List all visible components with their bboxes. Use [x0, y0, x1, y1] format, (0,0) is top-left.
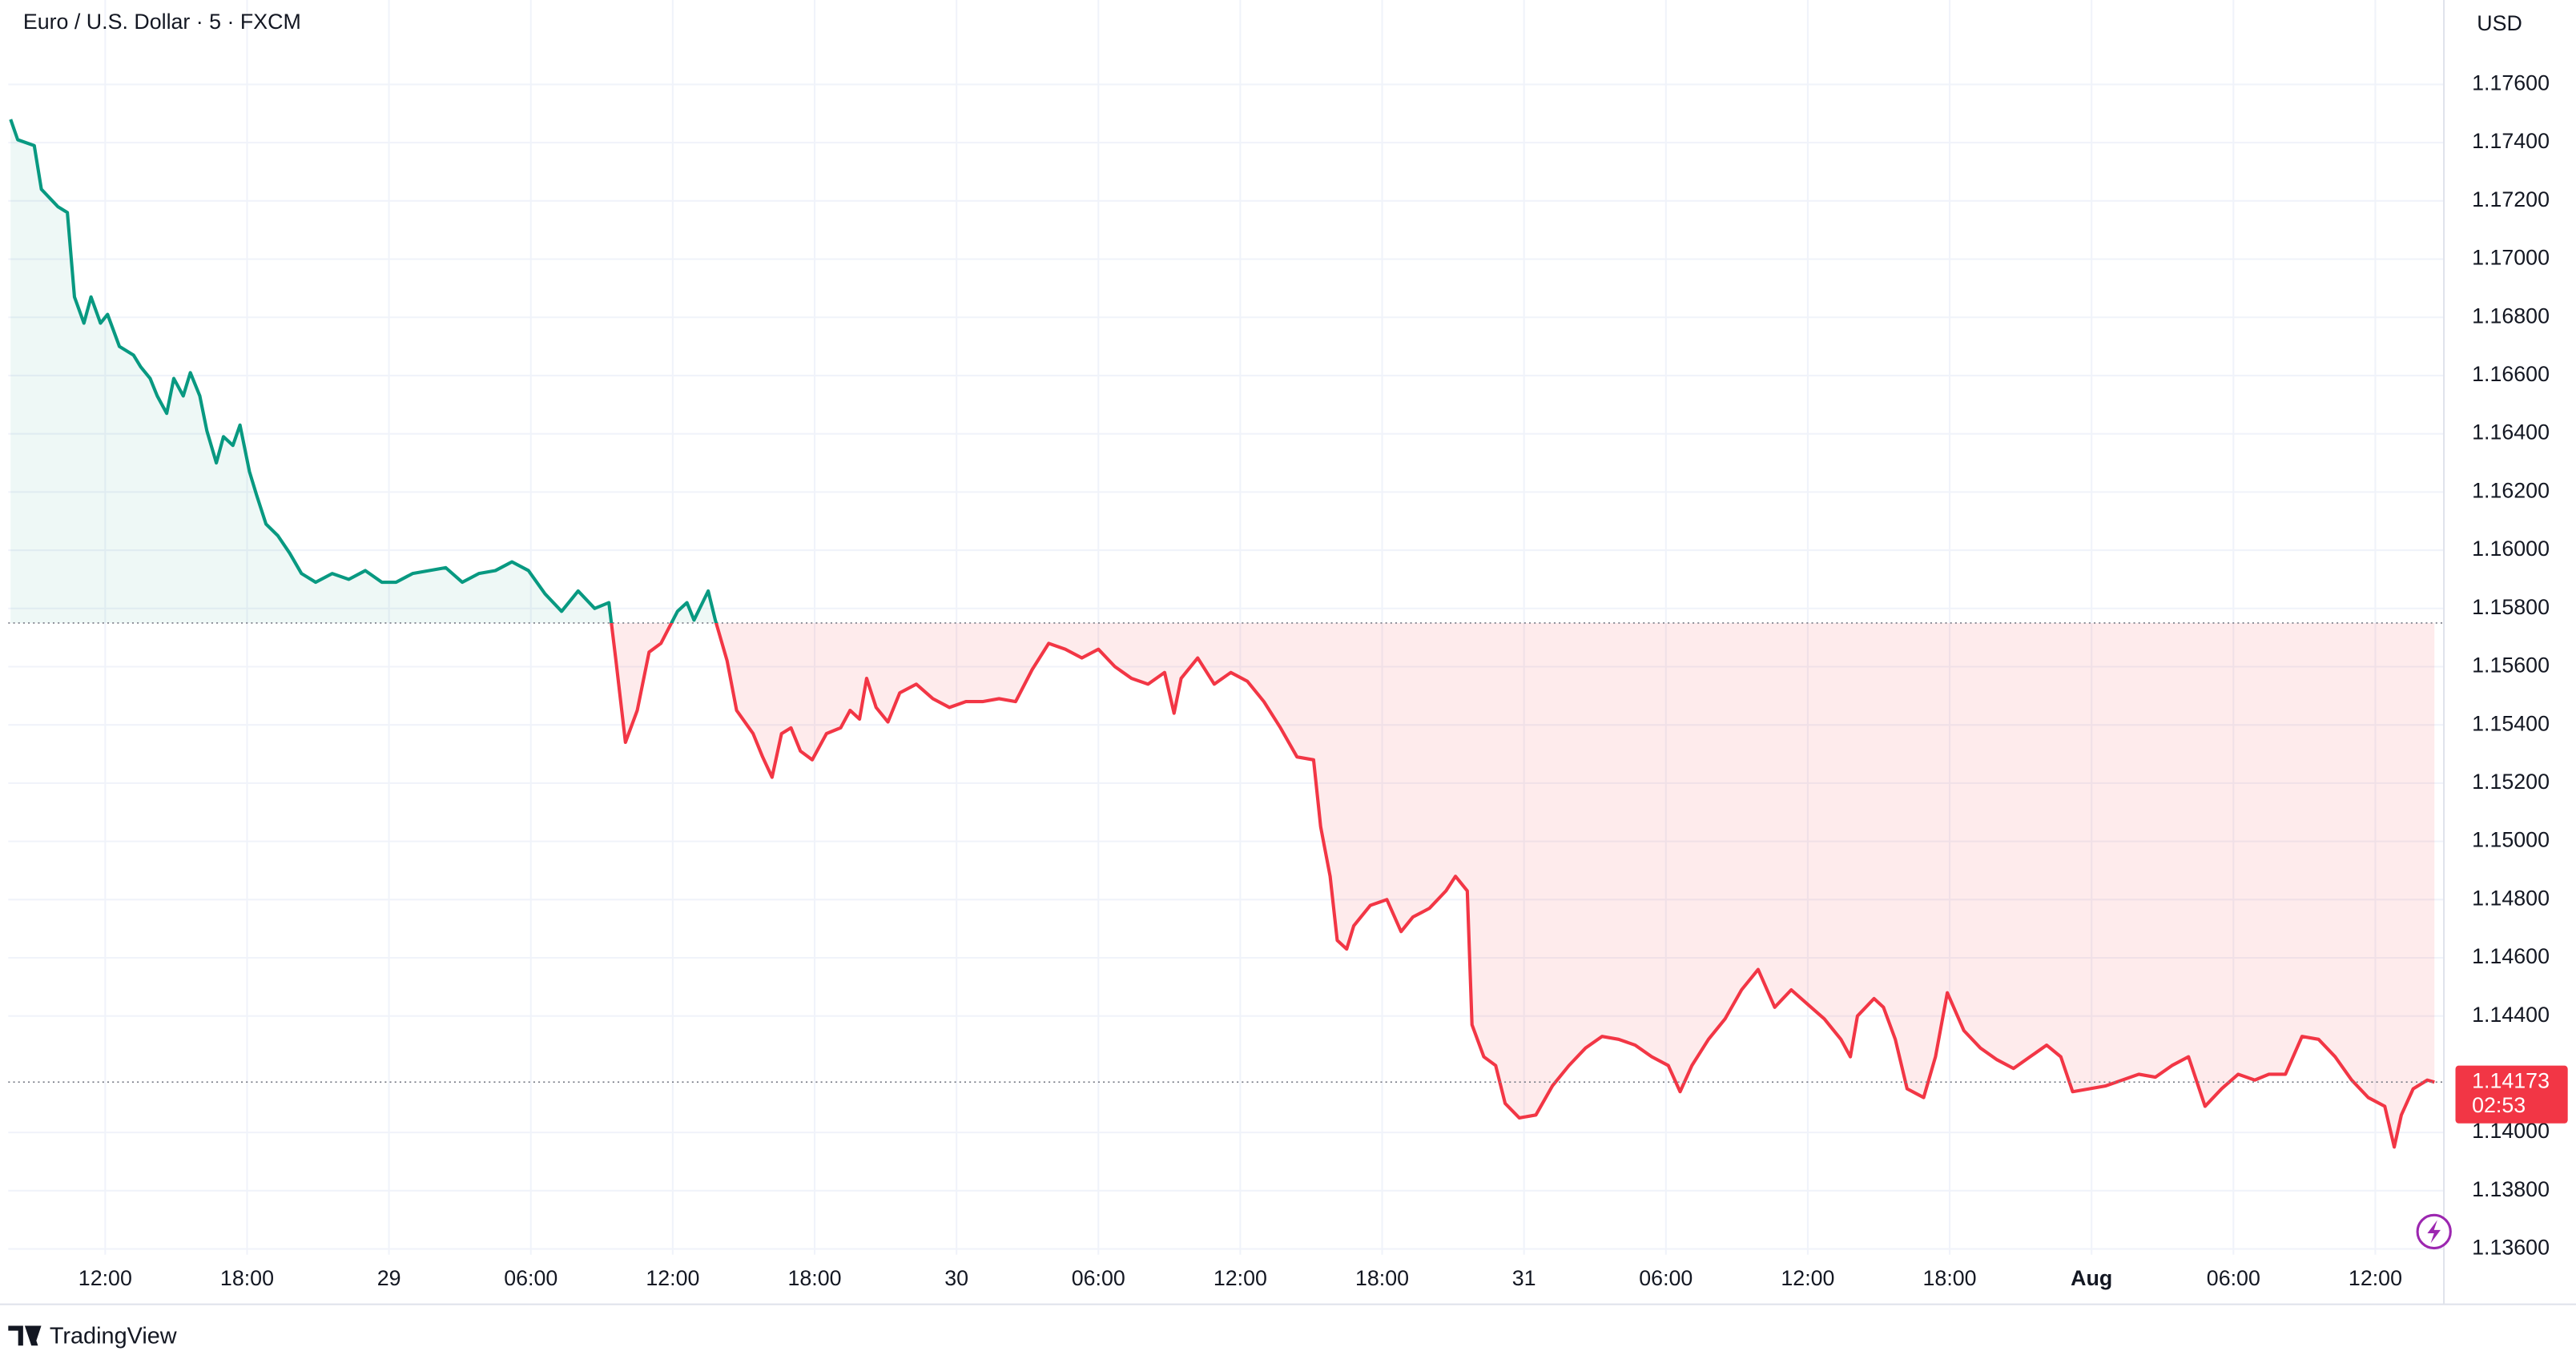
x-tick-label: 18:00	[1355, 1266, 1409, 1290]
currency-button[interactable]	[2463, 3, 2566, 46]
lightning-icon[interactable]	[2427, 1220, 2441, 1244]
brand-logo	[8, 1325, 42, 1346]
y-tick-label: 1.16800	[2472, 304, 2550, 328]
x-tick-label: 12:00	[2349, 1266, 2402, 1290]
y-tick-label: 1.15400	[2472, 711, 2550, 735]
y-tick-label: 1.17000	[2472, 246, 2550, 270]
x-tick-label: 30	[944, 1266, 968, 1290]
y-tick-label: 1.16400	[2472, 420, 2550, 444]
y-tick-label: 1.14800	[2472, 886, 2550, 910]
x-tick-label: 12:00	[1214, 1266, 1267, 1290]
y-tick-label: 1.14600	[2472, 944, 2550, 968]
y-tick-label: 1.17200	[2472, 187, 2550, 211]
x-tick-label: 06:00	[1639, 1266, 1693, 1290]
y-tick-label: 1.14400	[2472, 1003, 2550, 1027]
x-tick-label: 12:00	[646, 1266, 699, 1290]
chart-title: Euro / U.S. Dollar · 5 · FXCM	[23, 10, 301, 34]
lightning-button[interactable]	[2416, 1213, 2452, 1250]
x-tick-label: Aug	[2071, 1266, 2112, 1290]
y-tick-label: 1.15600	[2472, 653, 2550, 678]
area-above	[10, 119, 717, 623]
brand-name: TradingView	[50, 1324, 177, 1349]
currency-label[interactable]: USD	[2477, 11, 2522, 35]
x-tick-label: 06:00	[1072, 1266, 1125, 1290]
axes: 1.17600 1.17400 1.17200 1.17000 1.16800 1.166…	[78, 71, 2568, 1290]
x-tick-label: 12:00	[78, 1266, 132, 1290]
grid	[8, 0, 2445, 1255]
countdown-label: 02:53	[2472, 1093, 2526, 1117]
x-tick-label: 18:00	[220, 1266, 274, 1290]
y-tick-label: 1.16600	[2472, 362, 2550, 386]
x-tick-label: 18:00	[787, 1266, 841, 1290]
y-tick-label: 1.16000	[2472, 537, 2550, 561]
y-tick-label: 1.16200	[2472, 478, 2550, 502]
x-tick-label: 31	[1512, 1266, 1536, 1290]
y-tick-label: 1.15000	[2472, 828, 2550, 852]
last-price-badge	[2455, 1065, 2568, 1124]
area-below	[10, 622, 2435, 1148]
x-tick-label: 12:00	[1781, 1266, 1834, 1290]
brand: TradingView	[8, 1324, 177, 1349]
price-line-below	[610, 622, 2435, 1149]
y-tick-label: 1.15800	[2472, 595, 2550, 619]
y-tick-label: 1.13600	[2472, 1236, 2550, 1260]
x-tick-label: 06:00	[504, 1266, 557, 1290]
y-tick-label: 1.17600	[2472, 71, 2550, 95]
series	[8, 119, 2445, 1149]
y-tick-label: 1.15200	[2472, 770, 2550, 794]
y-tick-label: 1.13800	[2472, 1177, 2550, 1201]
x-tick-label: 18:00	[1923, 1266, 1977, 1290]
x-tick-label: 06:00	[2207, 1266, 2260, 1290]
last-price-label: 1.14173	[2472, 1068, 2550, 1092]
price-line-above	[9, 119, 718, 623]
x-tick-label: 29	[377, 1266, 401, 1290]
y-tick-label: 1.17400	[2472, 129, 2550, 153]
